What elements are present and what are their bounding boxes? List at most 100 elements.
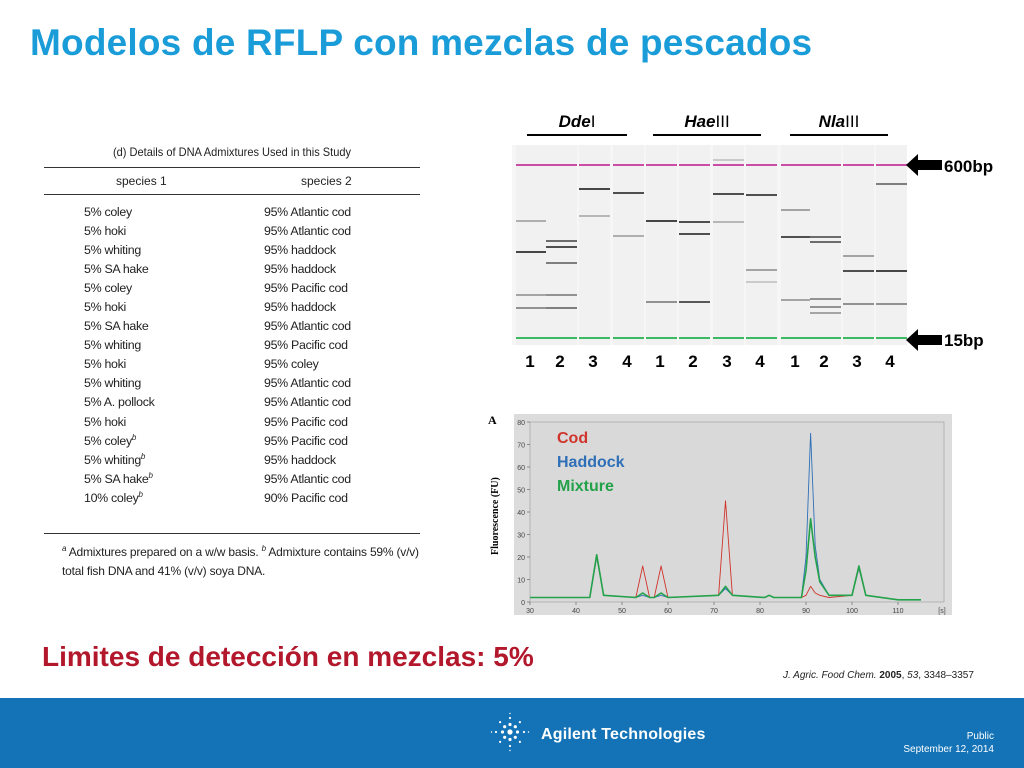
footnote-a-text: Admixtures prepared on a w/w basis. <box>68 544 259 559</box>
table-row: 5% SA hake 95% Atlantic cod <box>44 317 420 336</box>
table-cell-species-2: 95% Atlantic cod <box>264 319 351 334</box>
gel-lane-number: 1 <box>655 352 665 371</box>
enzyme-name-italic: Hae <box>684 112 716 131</box>
y-tick-label: 0 <box>521 600 525 607</box>
upper-marker-band <box>746 164 777 166</box>
table-row: 5% A. pollock 95% Atlantic cod <box>44 393 420 412</box>
gel-image <box>512 145 907 345</box>
species-1-text: 5% A. pollock <box>84 395 155 410</box>
gel-lane <box>810 145 841 345</box>
gel-lane <box>579 145 610 345</box>
table-cell-species-2: 95% coley <box>264 357 319 372</box>
table-cell-species-1: 10% coleyb <box>44 490 264 505</box>
table-cell-species-1: 5% SA hake <box>44 319 264 333</box>
gel-band <box>713 159 744 161</box>
species-1-text: 5% hoki <box>84 300 126 315</box>
gel-band <box>781 299 812 301</box>
gel-band <box>876 183 907 185</box>
footnote-a-mark: a <box>62 543 67 553</box>
enzyme-name-roman: III <box>845 112 860 131</box>
citation: J. Agric. Food Chem. 2005, 53, 3348–3357 <box>783 670 974 681</box>
enzyme-underline <box>653 134 761 136</box>
species-1-text: 5% hoki <box>84 223 126 238</box>
y-tick-label: 70 <box>517 443 525 450</box>
table-cell-species-1: 5% coley <box>44 205 264 219</box>
table-row: 10% coleyb 90% Pacific cod <box>44 488 420 507</box>
table-cell-species-1: 5% hoki <box>44 224 264 238</box>
admixture-table: (d) Details of DNA Admixtures Used in th… <box>44 138 420 581</box>
table-row: 5% coleyb 95% Pacific cod <box>44 431 420 450</box>
table-rule-mid <box>44 194 420 195</box>
y-tick-label: 60 <box>517 465 525 472</box>
gel-band <box>516 251 547 253</box>
gel-band <box>579 188 610 190</box>
legend-entry-haddock: Haddock <box>557 454 625 471</box>
gel-lane-number: 3 <box>588 352 598 371</box>
table-rule-bottom <box>44 532 420 534</box>
gel-lane-number: 3 <box>722 352 732 371</box>
gel-band <box>546 307 577 309</box>
gel-band <box>579 215 610 217</box>
gel-band <box>546 240 577 242</box>
species-1-text: 5% coley <box>84 204 132 219</box>
enzyme-underline <box>527 134 627 136</box>
table-cell-species-2: 95% haddock <box>264 300 336 315</box>
y-tick-label: 20 <box>517 555 525 562</box>
table-cell-species-1: 5% whiting <box>44 376 264 390</box>
gel-lane <box>876 145 907 345</box>
gel-band <box>546 294 577 296</box>
enzyme-name-roman: I <box>590 112 596 131</box>
gel-band <box>679 221 710 223</box>
gel-lane-number: 2 <box>688 352 698 371</box>
footer-classification: Public <box>966 731 994 742</box>
gel-band <box>746 269 777 271</box>
gel-band <box>843 303 874 305</box>
gel-lane-number: 3 <box>852 352 862 371</box>
gel-band <box>546 246 577 248</box>
table-cell-species-2: 95% haddock <box>264 261 336 276</box>
lower-marker-band <box>781 337 812 339</box>
lower-marker-band <box>579 337 610 339</box>
table-caption: (d) Details of DNA Admixtures Used in th… <box>112 145 352 159</box>
detection-limit-text: Limites de detección en mezclas: 5% <box>42 641 534 672</box>
footer-brand: Agilent Technologies <box>541 726 706 743</box>
upper-marker-band <box>679 164 710 166</box>
x-tick-label: 100 <box>846 608 858 615</box>
table-header-species-1: species 1 <box>116 174 167 188</box>
table-cell-species-1: 5% A. pollock <box>44 395 264 409</box>
x-tick-label: 60 <box>664 608 672 615</box>
gel-band <box>713 221 744 223</box>
species-1-text: 5% whiting <box>84 338 141 353</box>
species-1-text: 10% coley <box>84 491 139 506</box>
electropherogram-chart: A Fluorescence (FU) 0 10 20 30 40 50 60 70 80 30 40 5… <box>488 413 952 615</box>
enzyme-name: HaeIII <box>653 112 761 132</box>
upper-marker-band <box>579 164 610 166</box>
gel-lane-number: 1 <box>525 352 535 371</box>
y-tick-label: 80 <box>517 420 525 427</box>
gel-band <box>810 241 841 243</box>
lower-marker-arrow-icon <box>906 329 942 351</box>
table-header: species 1 species 2 <box>44 168 420 194</box>
table-row: 5% whiting 95% haddock <box>44 240 420 259</box>
gel-band <box>516 307 547 309</box>
gel-band <box>679 301 710 303</box>
species-1-text: 5% SA hake <box>84 472 149 487</box>
gel-band <box>876 270 907 272</box>
upper-marker-band <box>546 164 577 166</box>
lower-marker-band <box>746 337 777 339</box>
table-body: 5% coley 95% Atlantic cod 5% hoki 95% Atlan… <box>44 195 420 533</box>
y-tick-label: 40 <box>517 510 525 517</box>
table-row: 5% SA hakeb 95% Atlantic cod <box>44 469 420 488</box>
species-1-text: 5% SA hake <box>84 319 149 334</box>
upper-marker-band <box>516 164 547 166</box>
table-cell-species-1: 5% whitingb <box>44 452 264 467</box>
y-tick-label: 50 <box>517 488 525 495</box>
lower-marker-band <box>713 337 744 339</box>
table-cell-species-1: 5% whiting <box>44 338 264 352</box>
table-cell-species-2: 95% haddock <box>264 452 336 467</box>
table-row: 5% hoki 95% haddock <box>44 297 420 316</box>
enzyme-name-roman: III <box>715 112 730 131</box>
upper-marker-label: 600bp <box>944 157 994 176</box>
footnote-mark: b <box>131 433 137 443</box>
enzyme-name: NlaIII <box>790 112 888 132</box>
